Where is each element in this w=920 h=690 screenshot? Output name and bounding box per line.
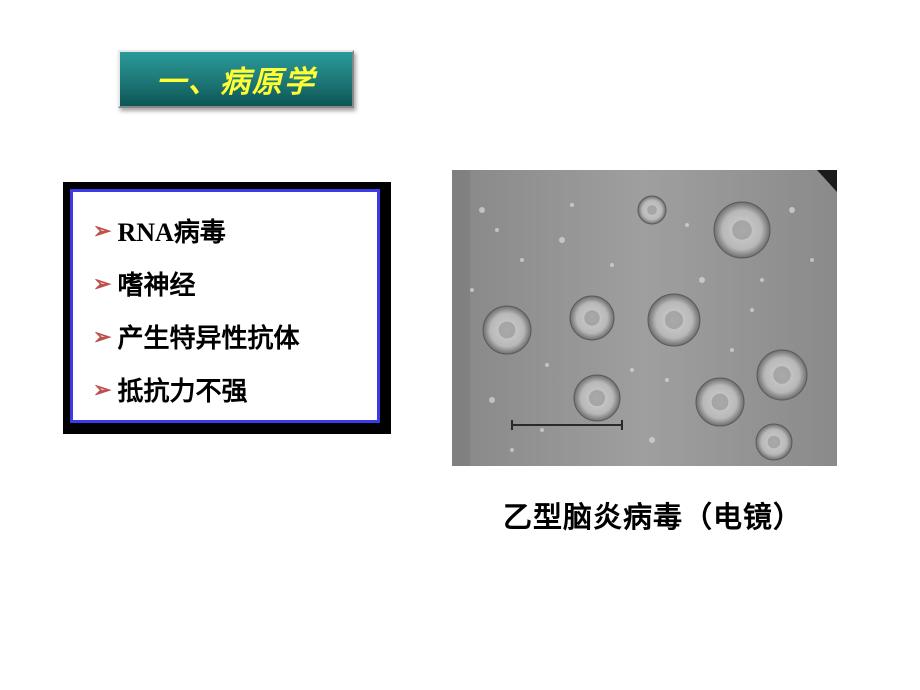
- etiology-list-card: ➢ RNA病毒 ➢ 嗜神经 ➢ 产生特异性抗体 ➢ 抵抗力不强: [64, 183, 390, 433]
- list-item-text: 嗜神经: [117, 265, 195, 302]
- list-item-text: 抵抗力不强: [117, 371, 247, 408]
- image-caption: 乙型脑炎病毒（电镜）: [468, 494, 838, 536]
- list-item: ➢ 产生特异性抗体: [93, 318, 365, 355]
- list-item-text: RNA病毒: [117, 212, 225, 249]
- bullet-icon: ➢: [93, 220, 111, 242]
- electron-micrograph-image: [452, 170, 837, 466]
- etiology-list-inner: ➢ RNA病毒 ➢ 嗜神经 ➢ 产生特异性抗体 ➢ 抵抗力不强: [70, 189, 380, 423]
- section-title-text: 一、病原学: [156, 57, 316, 101]
- bullet-icon: ➢: [93, 379, 111, 401]
- list-item: ➢ RNA病毒: [93, 212, 365, 249]
- bullet-icon: ➢: [93, 273, 111, 295]
- list-item: ➢ 抵抗力不强: [93, 371, 365, 408]
- list-item-text: 产生特异性抗体: [117, 318, 299, 355]
- section-title-badge: 一、病原学: [118, 50, 354, 108]
- list-item: ➢ 嗜神经: [93, 265, 365, 302]
- bullet-icon: ➢: [93, 326, 111, 348]
- micrograph-svg: [452, 170, 837, 466]
